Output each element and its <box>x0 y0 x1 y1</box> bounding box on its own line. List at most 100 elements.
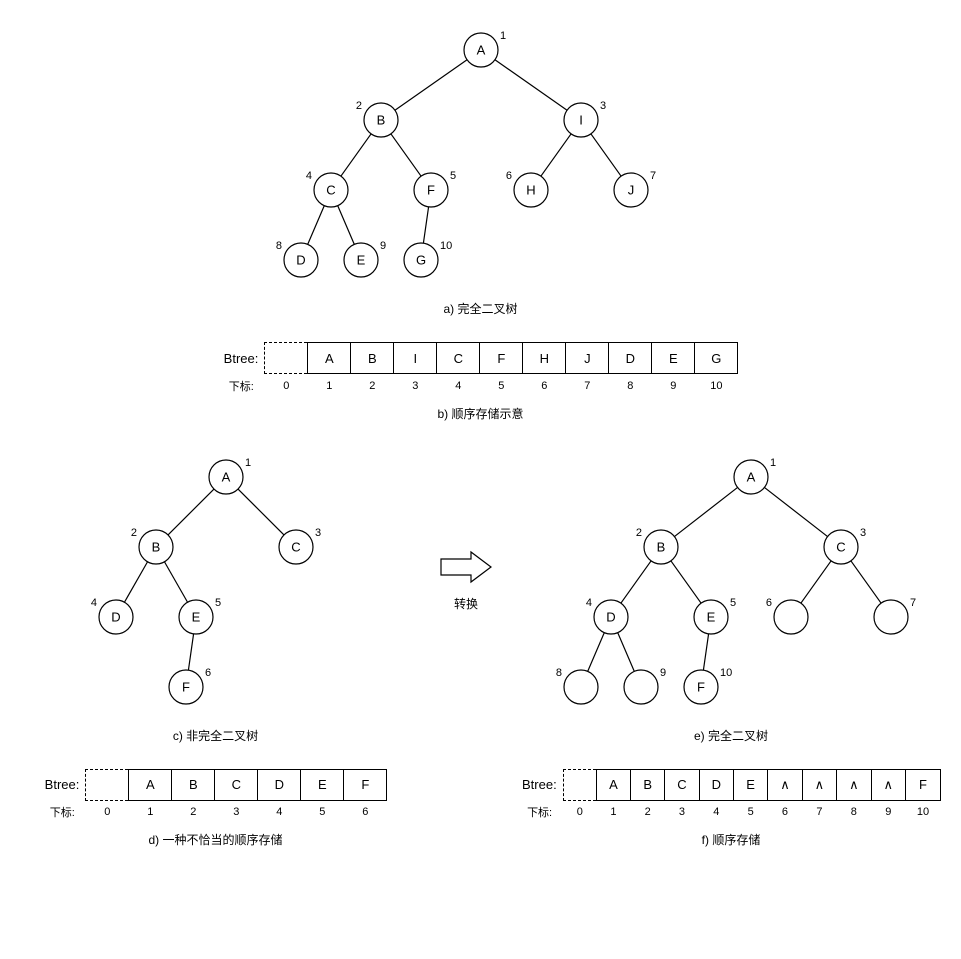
array-index: 9 <box>652 374 695 395</box>
array-cell: ∧ <box>802 769 836 800</box>
tree-node-label: F <box>697 679 705 694</box>
tree-node-index: 6 <box>766 597 772 609</box>
array-index: 4 <box>699 800 733 821</box>
tree-edge <box>590 134 620 176</box>
array-f: Btree:ABCDE∧∧∧∧F下标:012345678910 <box>521 769 941 822</box>
tree-node-index: 5 <box>450 170 456 182</box>
tree-edge <box>801 560 831 602</box>
array-cell: D <box>258 769 301 800</box>
array-cell: I <box>394 343 437 374</box>
arrow-icon <box>436 547 496 587</box>
tree-edge <box>390 134 420 176</box>
array-cell: A <box>129 769 172 800</box>
tree-node-label: J <box>627 183 634 198</box>
tree-node-index: 3 <box>600 100 606 112</box>
array-cell: F <box>344 769 387 800</box>
array-label: Btree: <box>44 769 86 800</box>
caption-c: c) 非完全二叉树 <box>20 727 411 744</box>
tree-node-index: 4 <box>305 170 311 182</box>
array-index: 7 <box>802 800 836 821</box>
caption-e: e) 完全二叉树 <box>521 727 941 744</box>
tree-node-label: I <box>579 113 583 128</box>
array-index: 1 <box>308 374 351 395</box>
tree-edge <box>540 134 570 176</box>
tree-node-label: B <box>151 539 160 554</box>
array-index: 3 <box>394 374 437 395</box>
array-cell: D <box>699 769 733 800</box>
array-cell: A <box>596 769 630 800</box>
tree-node-label: C <box>326 183 335 198</box>
array-cell <box>265 343 308 374</box>
tree-node-label: D <box>606 609 615 624</box>
array-cell: F <box>480 343 523 374</box>
tree-node-index: 1 <box>245 457 251 469</box>
arrow-label: 转换 <box>454 595 478 612</box>
array-label: Btree: <box>521 769 563 800</box>
array-index: 2 <box>351 374 394 395</box>
tree-node-index: 7 <box>910 597 916 609</box>
tree-a-svg: A1B2I3C4F5H6J7D8E9G10 <box>181 20 781 290</box>
tree-edge <box>394 60 466 111</box>
tree-node-label: E <box>707 609 716 624</box>
tree-node-index: 5 <box>215 597 221 609</box>
caption-b: b) 顺序存储示意 <box>20 405 941 422</box>
array-cell: B <box>631 769 665 800</box>
array-cell: C <box>437 343 480 374</box>
tree-edge <box>764 487 827 536</box>
tree-node-label: E <box>356 253 365 268</box>
tree-node-index: 4 <box>586 597 592 609</box>
tree-edge <box>851 560 881 602</box>
array-cell <box>563 769 596 800</box>
array-index: 5 <box>301 800 344 821</box>
tree-edge <box>703 633 708 669</box>
array-index: 6 <box>523 374 566 395</box>
tree-node <box>624 670 658 704</box>
tree-edge <box>124 561 147 601</box>
tree-node-label: F <box>427 183 435 198</box>
array-index-label: 下标: <box>223 374 265 395</box>
array-cell: H <box>523 343 566 374</box>
tree-edge <box>621 560 651 602</box>
tree-node-index: 1 <box>770 457 776 469</box>
tree-node-index: 10 <box>440 240 452 252</box>
array-table: Btree:ABCDEF下标:0123456 <box>44 769 388 822</box>
array-d: Btree:ABCDEF下标:0123456 <box>20 769 411 822</box>
array-cell: ∧ <box>837 769 871 800</box>
array-cell: A <box>308 343 351 374</box>
array-index-label: 下标: <box>44 800 86 821</box>
array-index-label: 下标: <box>521 800 563 821</box>
array-index: 0 <box>563 800 596 821</box>
tree-node-index: 3 <box>315 527 321 539</box>
array-index: 6 <box>344 800 387 821</box>
array-index: 7 <box>566 374 609 395</box>
tree-node-label: D <box>296 253 305 268</box>
tree-edge <box>188 633 193 669</box>
array-index: 10 <box>695 374 738 395</box>
array-index: 4 <box>437 374 480 395</box>
section-e: A1B2C3D4E56789F10 e) 完全二叉树 Btree:ABCDE∧∧… <box>521 447 941 874</box>
array-index: 2 <box>172 800 215 821</box>
tree-edge <box>674 487 737 536</box>
array-cell: C <box>665 769 699 800</box>
array-cell <box>86 769 129 800</box>
tree-edge <box>337 206 354 245</box>
tree-node-index: 8 <box>556 667 562 679</box>
section-b: Btree:ABICFHJDEG下标:012345678910 b) 顺序存储示… <box>20 342 941 422</box>
tree-edge <box>340 134 370 176</box>
array-cell: J <box>566 343 609 374</box>
array-cell: ∧ <box>768 769 802 800</box>
section-c: A1B2C3D4E5F6 c) 非完全二叉树 Btree:ABCDEF下标:01… <box>20 447 411 874</box>
array-index: 5 <box>734 800 768 821</box>
array-index: 0 <box>86 800 129 821</box>
caption-d: d) 一种不恰当的顺序存储 <box>20 831 411 848</box>
tree-node-index: 10 <box>720 667 732 679</box>
tree-edge <box>671 560 701 602</box>
array-index: 1 <box>129 800 172 821</box>
tree-node-index: 7 <box>650 170 656 182</box>
tree-node <box>874 600 908 634</box>
array-index: 2 <box>631 800 665 821</box>
tree-node-label: D <box>111 609 120 624</box>
tree-node-label: A <box>476 43 485 58</box>
arrow-column: 转换 <box>431 447 501 612</box>
array-index: 3 <box>215 800 258 821</box>
